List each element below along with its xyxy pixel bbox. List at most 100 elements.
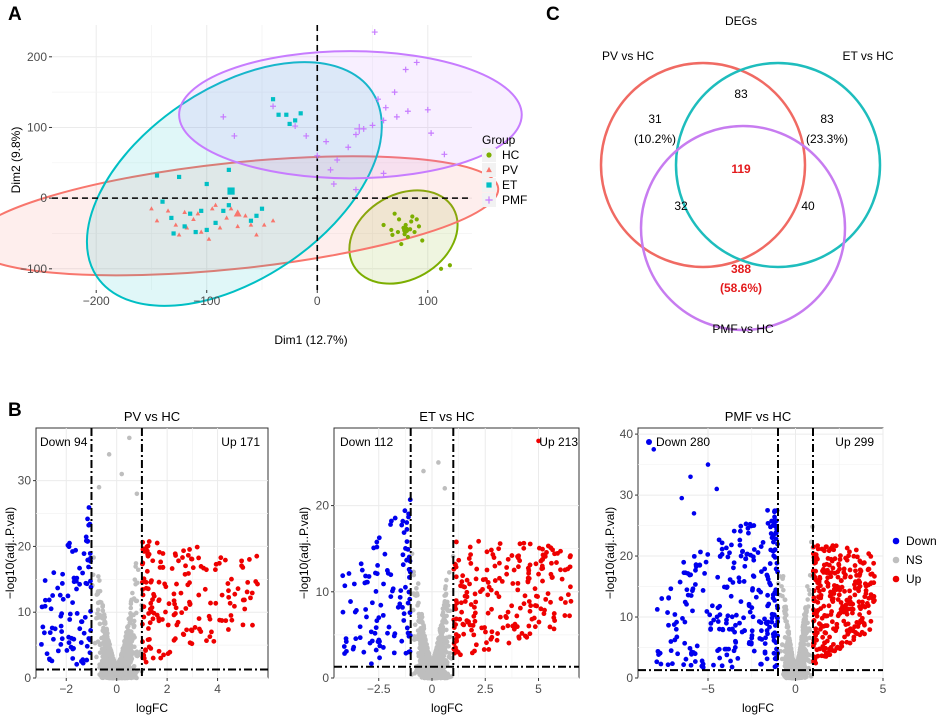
pca-point-hc xyxy=(381,222,386,228)
volcano-point-up xyxy=(470,623,476,628)
pca-xtick-label: −200 xyxy=(83,294,110,308)
pca-point-et xyxy=(204,227,209,233)
pca-point-et xyxy=(199,208,204,213)
volcano-point-ns xyxy=(806,604,811,609)
volcano-point-up xyxy=(499,579,505,584)
volcano-point-up xyxy=(521,601,527,607)
volcano-point-down xyxy=(74,661,80,667)
pca-xlabel: Dim1 (12.7%) xyxy=(274,333,347,347)
volcano-pv-vs-hc: PV vs HC logFC −log10(adj..P.val) Down 9… xyxy=(3,409,269,715)
volcano-point-ns xyxy=(447,674,452,680)
volcano-point-ns xyxy=(416,611,422,617)
volcano-point-up xyxy=(515,580,521,586)
volcano-point-down xyxy=(340,609,346,615)
volcano-ytick-label: 10 xyxy=(18,605,32,619)
volcano-point-up xyxy=(567,564,573,570)
pca-centroid-pmf xyxy=(354,123,365,134)
volcano-point-up xyxy=(194,544,200,550)
volcano-point-up xyxy=(509,603,515,609)
volcano-point-up xyxy=(172,601,177,607)
volcano-point-ns xyxy=(783,618,788,624)
pca-point-pmf xyxy=(380,117,387,124)
volcano-point-up xyxy=(528,603,534,609)
pca-point-pv xyxy=(217,225,223,230)
volcano-point-up xyxy=(189,556,195,562)
volcano-point-down xyxy=(369,638,375,644)
volcano-point-down xyxy=(350,646,356,652)
pca-point-pmf xyxy=(270,103,276,110)
volcano-point-up xyxy=(250,622,255,628)
venn-count-pv-pmf: 32 xyxy=(674,199,688,213)
volcano-point-ns xyxy=(134,652,140,657)
volcano-point-up xyxy=(174,581,179,587)
volcano-point-down xyxy=(343,639,349,645)
pca-xtick-label: 0 xyxy=(314,294,321,308)
volcano-point-ns xyxy=(132,644,137,650)
volcano-point-ns xyxy=(422,639,428,644)
volcano-point-down xyxy=(400,552,406,558)
volcano-point-down xyxy=(78,619,84,625)
volcano-point-ns xyxy=(94,615,99,621)
volcano-point-up xyxy=(225,581,231,586)
volcano-point-up xyxy=(473,599,479,605)
volcano-point-up xyxy=(489,606,494,612)
volcano-point-ns xyxy=(801,612,807,617)
volcano-point-up xyxy=(150,597,155,603)
volcano-point-up xyxy=(182,571,188,577)
volcano-xtick-label: 0 xyxy=(429,682,436,696)
volcano-point-down xyxy=(378,602,384,608)
volcano-point-down xyxy=(60,571,66,577)
pca-point-pv xyxy=(270,218,276,223)
volcano-point-ns xyxy=(100,603,106,608)
volcano-point-up xyxy=(540,578,545,584)
volcano-point-down xyxy=(388,522,393,527)
volcano-point-up xyxy=(212,567,218,573)
pca-point-pmf xyxy=(330,181,337,187)
volcano-point-ns xyxy=(446,570,452,575)
volcano-point-up xyxy=(522,633,528,639)
volcano-point-up xyxy=(143,648,149,653)
volcano-point-down xyxy=(47,656,52,662)
volcano-point-ns xyxy=(97,642,103,648)
volcano-point-up xyxy=(197,626,202,632)
pca-point-et xyxy=(171,231,176,236)
volcano-points xyxy=(39,435,260,681)
volcano-point-up xyxy=(492,578,498,583)
volcano-point-ns xyxy=(437,639,443,645)
volcano-point-down xyxy=(59,629,65,634)
volcano-point-up xyxy=(180,555,185,560)
pca-ellipse-pmf xyxy=(178,50,523,180)
venn-count-pmf-only: 388 xyxy=(731,262,751,276)
volcano-point-up xyxy=(163,609,168,615)
pca-point-pmf xyxy=(353,186,359,193)
pca-legend-label-pmf: PMF xyxy=(502,193,527,207)
volcano-point-up xyxy=(473,576,479,582)
volcano-pv-ylabel: −log10(adj..P.val) xyxy=(3,507,17,599)
pca-point-hc xyxy=(390,232,395,237)
volcano-point-up xyxy=(181,548,186,554)
volcano-point-down xyxy=(376,535,382,541)
volcano-point-down xyxy=(359,567,365,573)
volcano-point-up xyxy=(453,616,459,622)
volcano-point-down xyxy=(363,607,369,612)
volcano-point-up xyxy=(196,592,202,598)
volcano-point-up xyxy=(526,623,532,629)
volcano-point-up xyxy=(149,578,154,584)
pca-point-hc xyxy=(414,217,419,222)
pca-point-hc xyxy=(447,263,452,268)
volcano-point-down xyxy=(401,618,407,623)
volcano-point-down xyxy=(727,550,732,556)
volcano-point-up xyxy=(240,597,246,603)
volcano-point-down xyxy=(86,522,92,528)
volcano-point-down xyxy=(385,630,390,636)
volcano-point-down xyxy=(81,630,87,636)
volcano-point-up xyxy=(156,648,162,654)
volcano-point-ns xyxy=(801,620,806,625)
volcano-point-down xyxy=(41,630,47,636)
volcano-point-down xyxy=(358,561,364,567)
volcano-point-down xyxy=(85,516,90,522)
volcano-point-up xyxy=(171,637,177,643)
volcano-point-up xyxy=(183,563,188,569)
volcano-point-ns xyxy=(131,675,137,680)
pca-xtick-label: −100 xyxy=(193,294,220,308)
